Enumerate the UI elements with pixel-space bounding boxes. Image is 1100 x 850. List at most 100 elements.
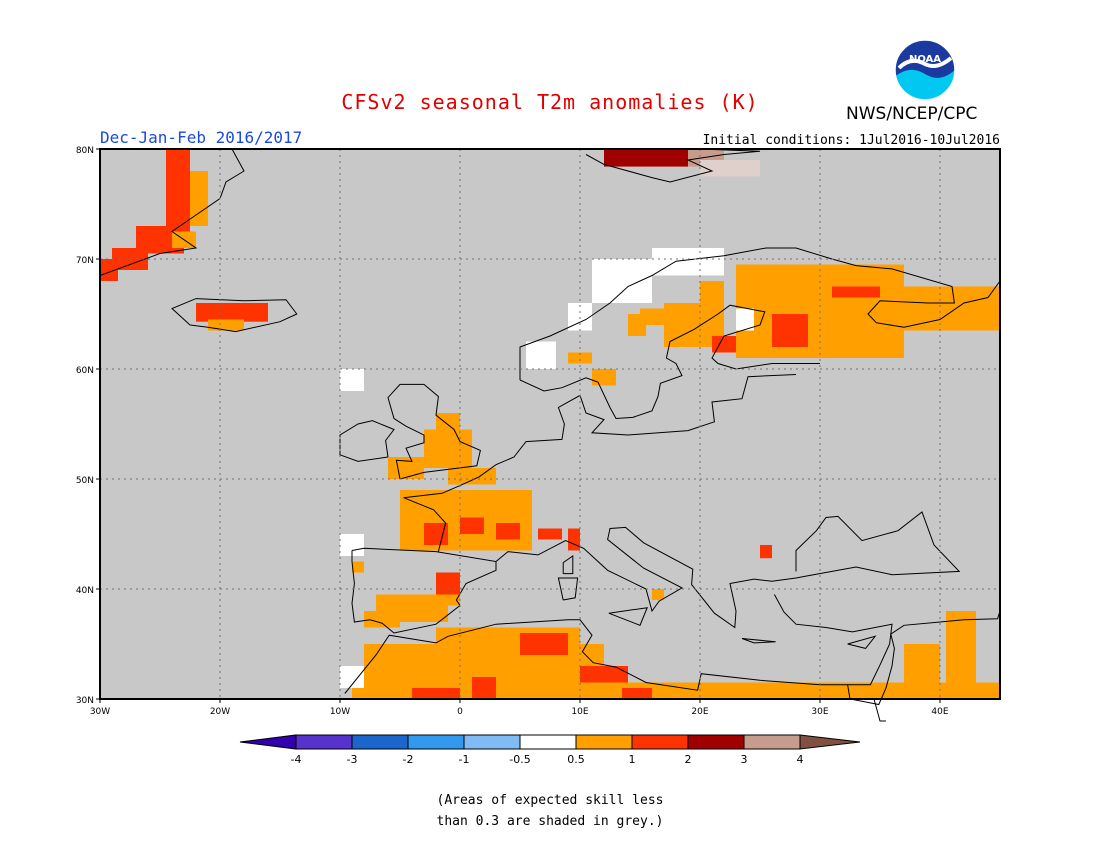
lat-label-30n: 30N <box>76 696 94 706</box>
coastline <box>741 638 776 644</box>
lat-label-60n: 60N <box>76 366 94 376</box>
legend-label-m1: -1 <box>459 753 470 766</box>
lon-label-30e: 30E <box>811 707 828 717</box>
anomaly-cell <box>436 413 460 435</box>
anomaly-cell <box>340 666 364 688</box>
coastline <box>608 607 648 626</box>
anomaly-cell <box>166 149 190 237</box>
skill-note: (Areas of expected skill less than 0.3 a… <box>436 793 664 829</box>
anomaly-cell <box>592 369 616 386</box>
anomaly-cell <box>772 314 808 347</box>
coastline <box>847 635 877 649</box>
legend-box-9 <box>743 734 801 750</box>
anomaly-cell <box>436 572 460 595</box>
lat-label-70n: 70N <box>76 256 94 266</box>
legend-label-p1: 1 <box>629 753 636 766</box>
anomaly-cell <box>340 369 364 391</box>
anomaly-cell <box>568 352 592 364</box>
anomaly-cell <box>580 666 628 683</box>
coastline <box>403 374 797 552</box>
initial-conditions-label: Initial conditions: 1Jul2016-10Jul2016 <box>702 133 1000 148</box>
anomaly-cell <box>712 336 736 353</box>
anomaly-cell <box>520 633 568 655</box>
legend-label-p05: 0.5 <box>567 753 585 766</box>
coastline <box>519 304 820 420</box>
coastline <box>171 298 298 333</box>
anomaly-cell <box>736 308 754 331</box>
anomaly-cells <box>100 149 1000 699</box>
logo-text: NOAA <box>909 54 941 65</box>
anomaly-cell <box>364 611 400 628</box>
anomaly-cell <box>424 523 448 545</box>
coastline <box>99 148 245 276</box>
lat-label-40n: 40N <box>76 586 94 596</box>
latitude-labels: 80N 70N 60N 50N 40N 30N <box>76 146 94 706</box>
map-frame <box>99 148 1001 700</box>
noaa-logo: NOAA <box>894 39 956 101</box>
legend-box-8 <box>687 734 745 750</box>
anomaly-cell <box>904 644 940 699</box>
anomaly-cell <box>832 286 880 298</box>
lon-label-0: 0 <box>457 707 463 717</box>
coastlines <box>99 148 1001 722</box>
anomaly-cell <box>460 517 484 534</box>
coastline <box>847 610 1001 706</box>
legend-box-1 <box>295 734 353 750</box>
anomaly-cell <box>622 688 652 699</box>
anomaly-cell <box>196 303 268 322</box>
coastline <box>339 420 395 462</box>
anomaly-cell <box>340 534 364 556</box>
anomaly-cell <box>208 319 244 331</box>
anomaly-cell <box>190 171 208 226</box>
legend-box-4 <box>463 734 521 750</box>
coastline <box>873 698 886 722</box>
anomaly-cell <box>538 528 562 540</box>
coastline <box>562 555 574 575</box>
lat-label-80n: 80N <box>76 146 94 156</box>
legend-label-m05: -0.5 <box>509 753 530 766</box>
graticule <box>100 149 1000 699</box>
coastline <box>557 577 579 601</box>
anomaly-cell <box>568 528 580 551</box>
legend-box-3 <box>407 734 465 750</box>
legend-box-7 <box>631 734 689 750</box>
anomaly-cell <box>424 429 472 468</box>
anomaly-cell <box>640 308 664 325</box>
figure-title: CFSv2 seasonal T2m anomalies (K) <box>341 90 759 114</box>
lon-label-10w: 10W <box>330 707 350 717</box>
anomaly-cell <box>388 457 424 479</box>
anomaly-cell <box>412 688 460 699</box>
longitude-labels: 30W 20W 10W 0 10E 20E 30E 40E <box>90 707 949 717</box>
anomaly-cell <box>526 341 556 369</box>
lat-label-50n: 50N <box>76 476 94 486</box>
coastline <box>585 148 761 183</box>
anomaly-cell <box>604 149 688 167</box>
lon-label-10e: 10E <box>571 707 588 717</box>
anomaly-cell <box>760 545 772 559</box>
anomaly-cell <box>652 589 664 600</box>
coastline <box>344 594 893 694</box>
anomaly-map: 80N 70N 60N 50N 40N 30N 30W 20W 10W 0 10… <box>76 146 1001 722</box>
coastline <box>351 547 497 634</box>
legend-label-m4: -4 <box>291 753 302 766</box>
anomaly-cell <box>472 677 496 699</box>
legend-label-p4: 4 <box>797 753 804 766</box>
color-legend: -4 -3 -2 -1 -0.5 0.5 1 2 3 4 <box>239 734 861 766</box>
anomaly-cell <box>700 281 724 314</box>
anomaly-cell <box>652 248 724 276</box>
legend-arrow-left <box>239 734 297 750</box>
legend-label-m2: -2 <box>403 753 414 766</box>
anomaly-cell <box>700 160 760 177</box>
legend-box-5 <box>519 734 577 750</box>
legend-label-p3: 3 <box>741 753 748 766</box>
lon-label-20w: 20W <box>210 707 230 717</box>
coastline <box>795 511 961 577</box>
legend-arrow-right <box>799 734 861 750</box>
map-background <box>100 149 1000 699</box>
legend-box-6 <box>575 734 633 750</box>
season-label: Dec-Jan-Feb 2016/2017 <box>100 128 303 147</box>
anomaly-cell <box>592 259 652 303</box>
anomaly-cell <box>496 523 520 540</box>
lon-label-30w: 30W <box>90 707 110 717</box>
